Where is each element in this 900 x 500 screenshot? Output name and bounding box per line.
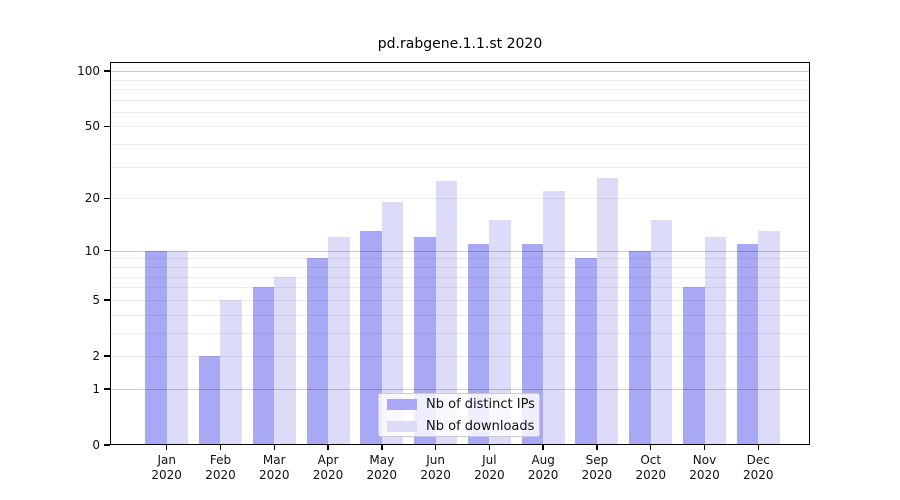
bar-downloads <box>328 237 350 445</box>
bar-distinct-ips <box>736 243 759 445</box>
gridline-minor <box>110 314 810 316</box>
x-tick-label: Nov 2020 <box>689 453 720 482</box>
y-tick-label: 5 <box>92 292 100 307</box>
bar-downloads <box>489 220 511 445</box>
x-tick-label: Mar 2020 <box>258 453 290 482</box>
legend-label-downloads: Nb of downloads <box>426 418 535 434</box>
chart-title: pd.rabgene.1.1.st 2020 <box>377 36 543 52</box>
gridline-minor <box>110 88 810 90</box>
bar-distinct-ips <box>629 250 651 445</box>
gridline-minor <box>110 111 810 113</box>
legend-swatch-distinct-ips <box>387 398 417 410</box>
gridline-minor <box>110 198 810 200</box>
x-tick-label: Jan 2020 <box>151 453 182 482</box>
y-tick <box>104 125 110 128</box>
y-tick <box>104 444 110 446</box>
legend-item-downloads: Nb of downloads <box>387 418 535 434</box>
x-tick <box>381 445 383 450</box>
bar-downloads <box>758 231 780 445</box>
legend-item-distinct-ips: Nb of distinct IPs <box>387 397 535 412</box>
gridline-minor <box>110 79 810 81</box>
x-tick-label: Apr 2020 <box>312 453 344 482</box>
bar-distinct-ips <box>306 258 329 445</box>
x-tick <box>703 445 706 450</box>
y-tick-label: 100 <box>77 64 100 79</box>
gridline-minor <box>110 287 810 289</box>
gridline-minor <box>110 126 810 128</box>
y-tick-label: 10 <box>84 243 100 258</box>
axis-box <box>110 62 810 445</box>
y-tick <box>104 70 110 72</box>
x-tick <box>327 445 329 450</box>
x-tick-label: Jun 2020 <box>420 453 451 482</box>
gridline-major <box>110 250 810 252</box>
bar-downloads <box>704 237 726 445</box>
gridline-minor <box>110 355 810 357</box>
gridline-minor <box>110 99 810 101</box>
y-tick <box>104 249 110 252</box>
x-tick <box>542 445 544 450</box>
x-tick-label: Sep 2020 <box>581 453 613 482</box>
legend: Nb of distinct IPs Nb of downloads <box>378 393 540 437</box>
x-tick <box>165 445 168 450</box>
y-tick-label: 50 <box>84 119 100 134</box>
bar-downloads <box>381 202 404 445</box>
bar-distinct-ips <box>575 258 597 445</box>
gridline-minor <box>110 299 810 301</box>
y-tick <box>104 355 110 357</box>
bar-distinct-ips <box>198 355 221 445</box>
legend-swatch-downloads <box>387 420 417 432</box>
y-tick-label: 20 <box>84 191 100 206</box>
y-tick-label: 2 <box>92 348 100 363</box>
y-tick <box>104 388 110 390</box>
x-tick <box>434 445 437 450</box>
y-tick-label: 0 <box>92 438 100 452</box>
bar-downloads <box>166 250 189 445</box>
legend-label-distinct-ips: Nb of distinct IPs <box>426 396 535 412</box>
x-tick <box>596 445 598 450</box>
gridline-minor <box>110 276 810 278</box>
bar-distinct-ips <box>145 250 167 445</box>
x-tick-label: Feb 2020 <box>205 453 236 482</box>
y-tick <box>104 299 110 301</box>
x-tick <box>488 445 491 450</box>
gridline-minor <box>110 258 810 260</box>
bar-distinct-ips <box>683 287 705 445</box>
bar-downloads <box>543 190 565 445</box>
gridline-minor <box>110 266 810 268</box>
gridline-major <box>110 388 810 390</box>
gridline-major <box>110 71 810 73</box>
bar-distinct-ips <box>252 287 275 445</box>
x-tick <box>219 445 222 450</box>
x-tick-label: Oct 2020 <box>635 453 666 482</box>
x-tick <box>757 445 760 450</box>
bar-downloads <box>650 220 673 445</box>
gridline-minor <box>110 332 810 334</box>
y-tick-label: 1 <box>92 381 100 396</box>
y-tick <box>104 197 110 200</box>
x-tick <box>649 445 652 450</box>
x-tick <box>273 445 275 450</box>
bar-downloads <box>435 181 458 445</box>
bar-downloads <box>220 299 242 445</box>
gridline-minor <box>110 144 810 146</box>
x-tick-label: Aug 2020 <box>527 453 559 482</box>
bar-downloads <box>596 177 619 445</box>
x-tick-label: Dec 2020 <box>742 453 774 482</box>
bar-distinct-ips <box>360 231 382 445</box>
bar-downloads <box>274 276 296 445</box>
x-tick-label: May 2020 <box>366 453 398 482</box>
gridline-minor <box>110 166 810 168</box>
x-tick-label: Jul 2020 <box>474 453 505 482</box>
